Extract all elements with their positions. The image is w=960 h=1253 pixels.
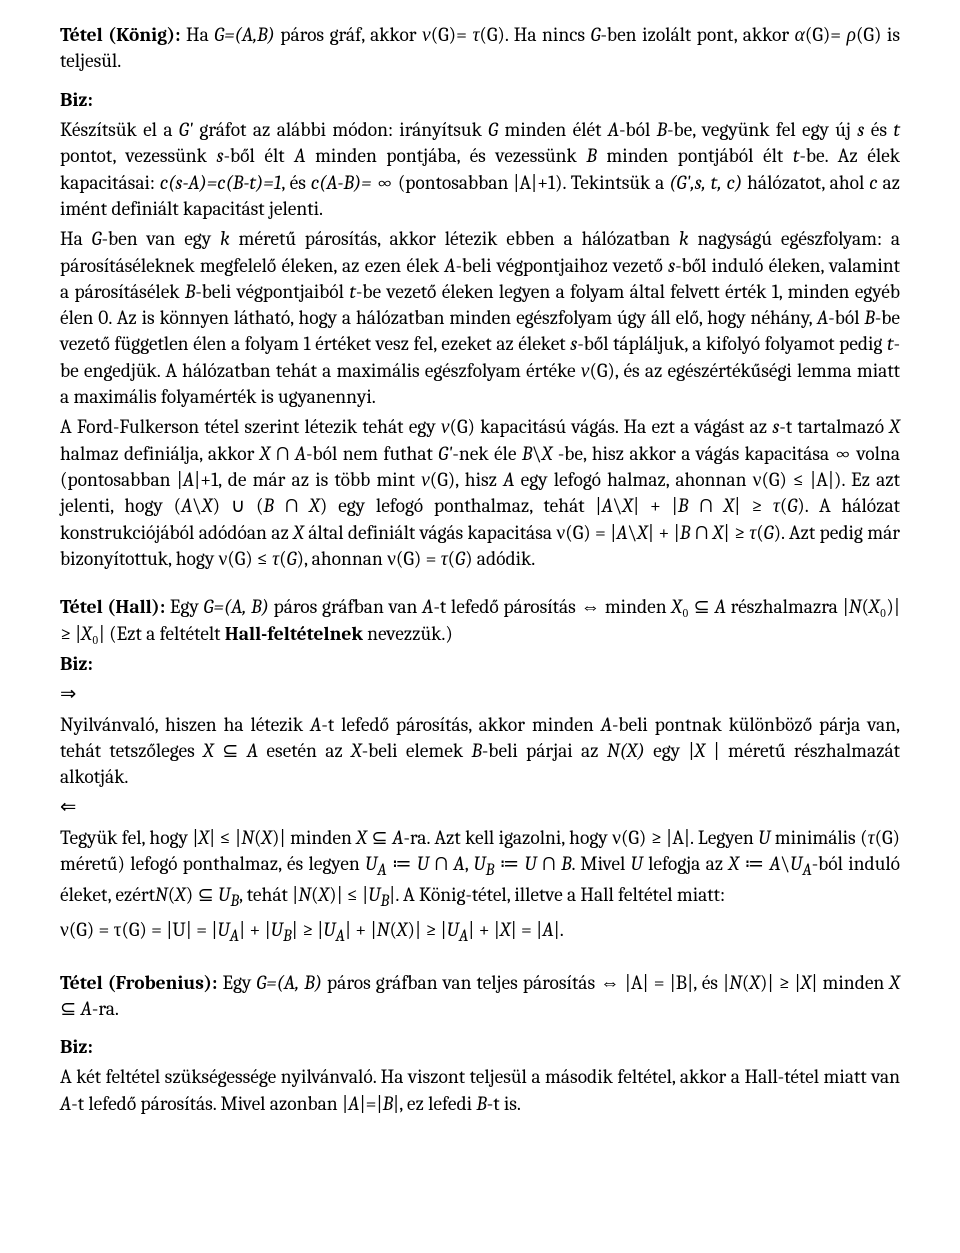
hall-biz-label: Biz:: [60, 651, 900, 677]
hall-arrow-forward: ⇒: [60, 681, 900, 707]
biz-label-text-2: Biz:: [60, 652, 93, 675]
konig-theorem-title: Tétel (König): Ha G=(A,B) páros gráf, ak…: [60, 22, 900, 75]
frobenius-proof-p1: A két feltétel szükségessége nyilvánvaló…: [60, 1064, 900, 1117]
hall-condition-bold: Hall-feltételnek: [225, 622, 363, 645]
konig-proof-p1: Készítsük el a G' gráfot az alábbi módon…: [60, 117, 900, 222]
konig-proof-p2: Ha G-ben van egy k méretű párosítás, akk…: [60, 226, 900, 410]
hall-label: Tétel (Hall):: [60, 595, 170, 618]
hall-proof-forward: Nyilvánvaló, hiszen ha létezik A-t lefed…: [60, 712, 900, 791]
hall-statement: Egy G=(A, B) páros gráfban van A-t lefed…: [60, 595, 900, 644]
frobenius-theorem-title: Tétel (Frobenius): Egy G=(A, B) páros gr…: [60, 970, 900, 1023]
konig-label: Tétel (König):: [60, 23, 186, 46]
frobenius-biz-label: Biz:: [60, 1034, 900, 1060]
hall-proof-backward-1: Tegyük fel, hogy |X| ≤ |N(X)| minden X ⊆…: [60, 825, 900, 913]
konig-biz-label: Biz:: [60, 87, 900, 113]
hall-arrow-backward: ⇐: [60, 794, 900, 820]
konig-statement: Ha G=(A,B) páros gráf, akkor ν(G)= τ(G).…: [60, 23, 900, 72]
document-page: Tétel (König): Ha G=(A,B) páros gráf, ak…: [0, 0, 960, 1253]
hall-theorem-title: Tétel (Hall): Egy G=(A, B) páros gráfban…: [60, 594, 900, 647]
biz-label-text-3: Biz:: [60, 1035, 93, 1058]
biz-label-text: Biz:: [60, 88, 93, 111]
konig-proof-p3: A Ford-Fulkerson tétel szerint létezik t…: [60, 414, 900, 572]
hall-proof-backward-2: ν(G) = τ(G) = |U| = |UA| + |UB| ≥ |UA| +…: [60, 917, 900, 948]
frobenius-label: Tétel (Frobenius):: [60, 971, 222, 994]
